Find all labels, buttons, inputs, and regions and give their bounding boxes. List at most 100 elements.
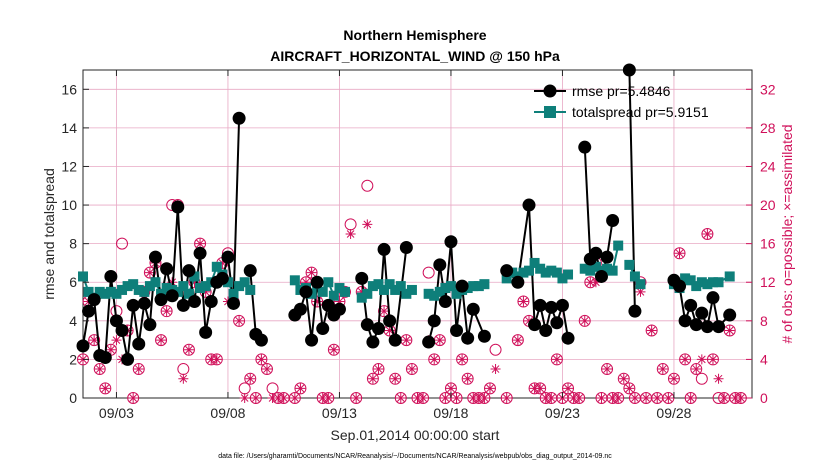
obs-assimilated-point-49 <box>356 286 367 297</box>
obs-assimilated-point-97 <box>635 286 646 297</box>
obs-possible-point-110 <box>706 353 719 366</box>
spread-point-65 <box>518 267 529 278</box>
rmse-point-59 <box>500 264 514 278</box>
spread-point-5 <box>105 286 116 297</box>
rmse-point-36 <box>310 275 324 289</box>
spread-point-46 <box>384 279 395 290</box>
spread-point-27 <box>228 288 239 299</box>
obs-possible-point-62 <box>428 353 441 366</box>
y2-tick-label-7: 28 <box>760 120 776 136</box>
rmse-point-83 <box>700 320 714 334</box>
rmse-point-80 <box>684 298 698 312</box>
obs-possible-point-10 <box>132 363 145 376</box>
obs-assimilated-point-59 <box>412 393 423 403</box>
obs-assimilated-point-68 <box>462 373 473 384</box>
spread-point-17 <box>172 286 183 297</box>
spread-point-67 <box>529 257 540 268</box>
spread-point-80 <box>613 240 624 251</box>
obs-assimilated-point-86 <box>574 393 585 403</box>
rmse-point-72 <box>594 269 608 283</box>
rmse-point-5 <box>104 269 118 283</box>
rmse-point-37 <box>316 322 330 336</box>
obs-assimilated-point-28 <box>234 315 245 326</box>
spread-point-43 <box>367 281 378 292</box>
obs-assimilated-point-37 <box>289 393 300 403</box>
obs-possible-point-106 <box>684 392 697 404</box>
spread-point-73 <box>563 269 574 280</box>
spread-point-90 <box>702 279 713 290</box>
spread-point-76 <box>590 261 601 272</box>
rmse-point-54 <box>450 323 464 337</box>
rmse-line-segment-7 <box>628 69 636 312</box>
obs-assimilated-point-31 <box>250 393 261 403</box>
y-tick-label-2: 4 <box>69 313 77 329</box>
rmse-point-81 <box>689 318 703 332</box>
obs-possible-point-109 <box>701 228 714 240</box>
rmse-point-23 <box>204 295 218 309</box>
obs-assimilated-point-53 <box>379 306 390 317</box>
x-tick-label-1: 09/08 <box>210 405 245 421</box>
spread-point-40 <box>340 286 351 297</box>
y2-tick-label-0: 0 <box>760 390 768 406</box>
spread-point-66 <box>524 265 534 276</box>
obs-assimilated-point-25 <box>217 257 228 268</box>
spread-point-31 <box>289 275 300 286</box>
rmse-point-58 <box>477 329 491 343</box>
obs-possible-point-15 <box>160 305 173 318</box>
rmse-point-52 <box>438 295 452 309</box>
obs-assimilated-point-54 <box>384 325 395 336</box>
obs-possible-point-31 <box>249 392 262 404</box>
y2-axis-label: # of obs: o=possible; ×=assimilated <box>779 124 795 343</box>
obs-assimilated-point-110 <box>707 354 718 365</box>
rmse-point-27 <box>227 296 241 310</box>
obs-assimilated-point-73 <box>490 364 501 375</box>
data-file-footnote: data file: /Users/gharamti/Documents/NCA… <box>218 453 612 460</box>
y-tick-label-7: 14 <box>61 120 77 136</box>
rmse-point-49 <box>422 335 436 349</box>
obs-possible-point-33 <box>260 363 273 376</box>
obs-assimilated-point-40 <box>306 267 317 278</box>
obs-possible-point-95 <box>623 382 636 395</box>
obs-assimilated-point-50 <box>362 219 373 230</box>
obs-possible-point-75 <box>511 334 524 347</box>
spread-point-51 <box>423 288 434 299</box>
spread-point-13 <box>150 277 161 288</box>
spread-point-38 <box>328 290 339 301</box>
obs-assimilated-point-101 <box>657 364 668 375</box>
y2-tick-label-2: 8 <box>760 313 768 329</box>
chart-subtitle: AIRCRAFT_HORIZONTAL_WIND @ 150 hPa <box>270 48 560 64</box>
rmse-point-48 <box>399 241 413 255</box>
spread-point-44 <box>373 279 384 290</box>
chart-title: Northern Hemisphere <box>343 27 486 43</box>
rmse-point-82 <box>695 306 709 320</box>
legend-spread-marker <box>544 106 556 118</box>
obs-assimilated-point-69 <box>468 393 479 403</box>
obs-assimilated-point-79 <box>535 383 546 394</box>
rmse-point-66 <box>550 316 564 330</box>
obs-possible-point-103 <box>667 372 680 385</box>
rmse-point-22 <box>199 325 213 339</box>
spread-point-8 <box>122 281 133 292</box>
rmse-point-17 <box>171 200 185 214</box>
spread-point-55 <box>445 281 456 292</box>
spread-point-28 <box>234 281 245 292</box>
spread-point-87 <box>685 275 696 286</box>
obs-possible-point-40 <box>305 266 318 279</box>
obs-assimilated-point-93 <box>613 393 624 403</box>
obs-assimilated-point-108 <box>696 354 707 365</box>
obs-assimilated-point-60 <box>418 393 429 403</box>
spread-point-62 <box>501 273 512 284</box>
line-layer <box>76 63 737 366</box>
rmse-point-9 <box>126 298 140 312</box>
obs-assimilated-point-5 <box>105 344 116 355</box>
y-axis-right: 0 4 8 12 16 20 24 28 32 <box>746 81 776 406</box>
spread-point-26 <box>222 277 233 288</box>
rmse-point-10 <box>132 337 146 351</box>
x-axis-label: Sep.01,2014 00:00:00 start <box>331 427 500 443</box>
spread-point-24 <box>211 261 222 272</box>
obs-assimilated-point-77 <box>524 315 534 326</box>
rmse-point-8 <box>121 352 135 366</box>
obs-possible-point-105 <box>679 353 692 366</box>
rmse-point-56 <box>461 331 475 345</box>
rmse-point-6 <box>109 314 123 328</box>
